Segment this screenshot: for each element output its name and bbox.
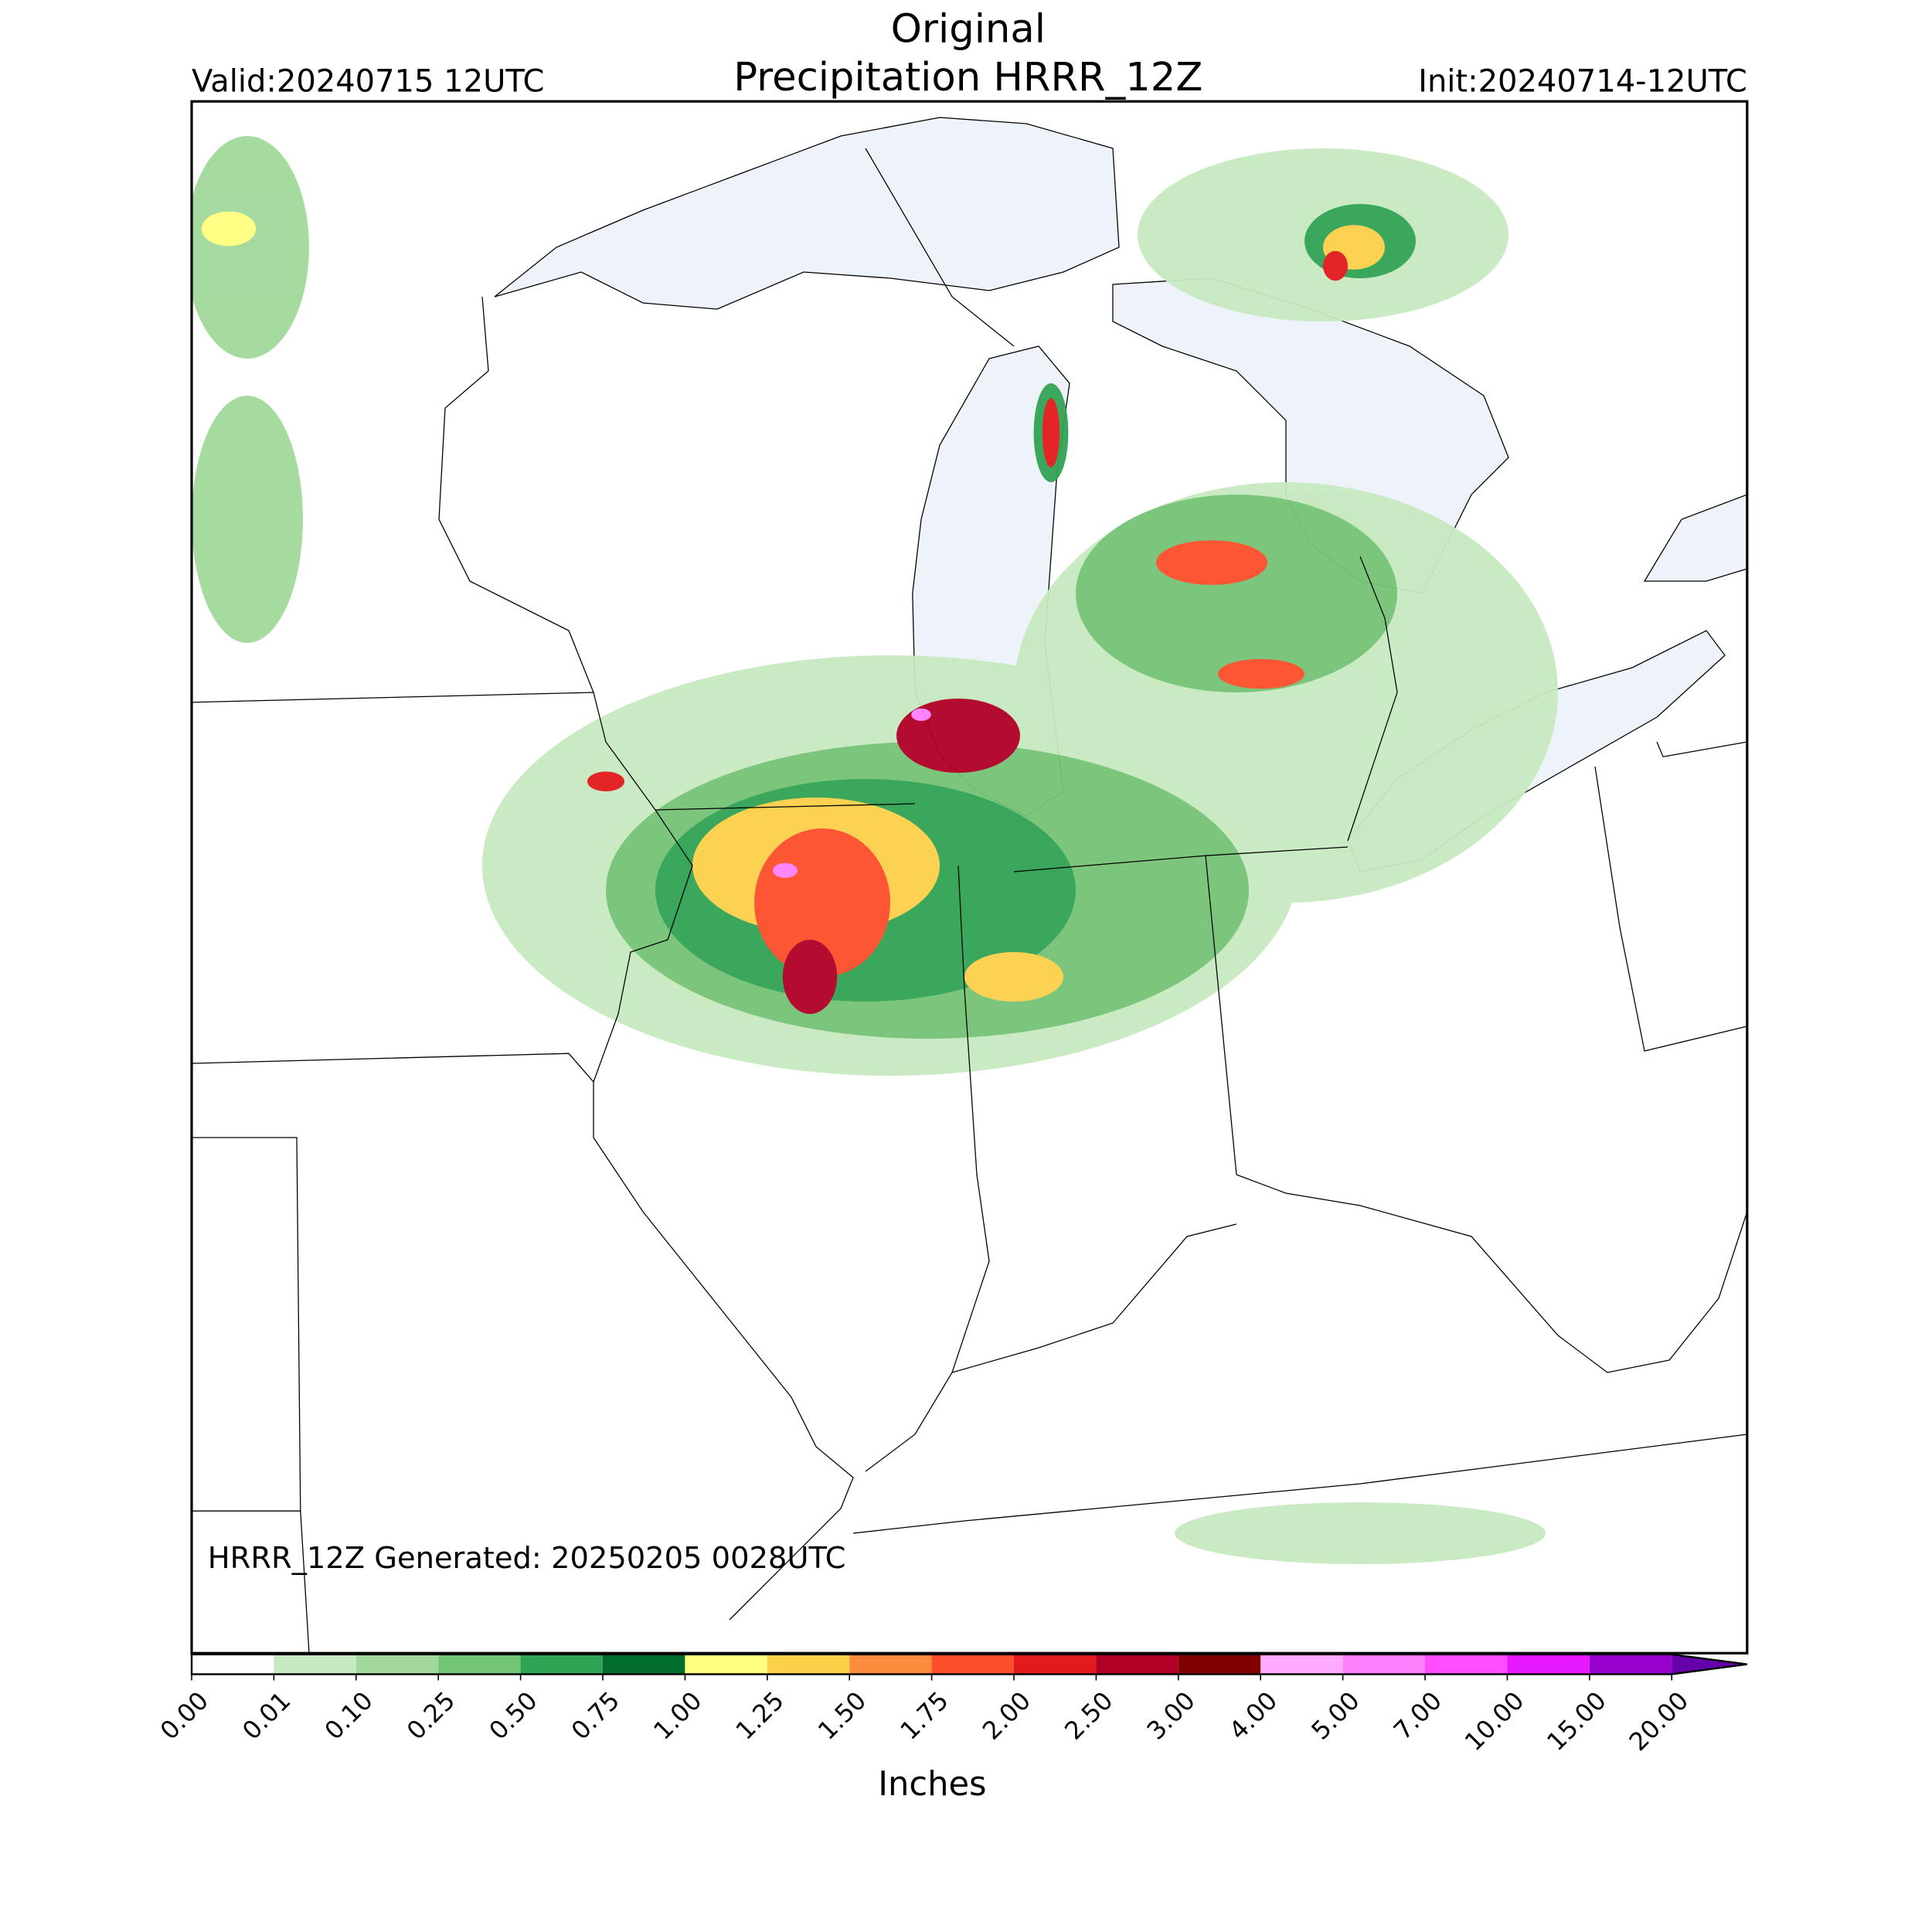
colorbar-segment <box>1260 1654 1343 1675</box>
colorbar-segment <box>192 1654 274 1675</box>
colorbar-outline <box>190 1653 1747 1675</box>
precip-area <box>587 771 624 791</box>
title: Precipitation HRRR_12Z <box>733 54 1202 100</box>
colorbar-segment <box>1425 1654 1508 1675</box>
borders <box>192 148 1747 1654</box>
colorbar-segment <box>849 1654 932 1675</box>
precip-area <box>773 862 798 878</box>
init-time: Init:20240714-12UTC <box>1418 63 1747 99</box>
precip-area <box>1042 398 1060 468</box>
colorbar-tick-label: 20.00 <box>1624 1685 1695 1757</box>
colorbar-tick-label: 3.00 <box>1141 1685 1201 1745</box>
precip-area <box>1218 658 1304 689</box>
colorbar-tick-label: 5.00 <box>1305 1685 1365 1745</box>
map: HRRR_12Z Generated: 20250205 0028UTC <box>192 117 1747 1654</box>
precip-area <box>911 708 931 721</box>
colorbar-tick-label: 15.00 <box>1541 1685 1612 1757</box>
generated-note: HRRR_12Z Generated: 20250205 0028UTC <box>208 1541 846 1576</box>
colorbar-segment <box>520 1654 603 1675</box>
colorbar-tick-label: 1.25 <box>730 1685 790 1745</box>
precip-area <box>964 952 1063 1002</box>
colorbar-tick-label: 10.00 <box>1459 1685 1530 1757</box>
colorbar-segment <box>1589 1654 1672 1675</box>
colorbar-segment <box>438 1654 521 1675</box>
precip-area <box>782 940 838 1014</box>
precip-area <box>192 396 303 643</box>
colorbar-segment <box>1014 1654 1097 1675</box>
colorbar-tick-label: 1.00 <box>648 1685 707 1745</box>
colorbar-tick-label: 1.75 <box>894 1685 954 1745</box>
colorbar-segment <box>1096 1654 1179 1675</box>
colorbar-tick-label: 7.00 <box>1388 1685 1447 1745</box>
valid-time: Valid:20240715 12UTC <box>192 63 544 99</box>
precip-area <box>201 211 257 247</box>
precip-area <box>192 136 309 359</box>
map-frame <box>190 100 1749 1655</box>
precip-area <box>1076 495 1397 692</box>
precip-field <box>192 136 1558 1564</box>
colorbar-tick-label: 0.50 <box>483 1685 543 1745</box>
colorbar-segment <box>767 1654 850 1675</box>
precip-area <box>1323 250 1348 281</box>
colorbar-extend <box>1672 1654 1747 1675</box>
colorbar-tick-label: 1.50 <box>812 1685 872 1745</box>
colorbar-segment <box>1178 1654 1261 1675</box>
colorbar-tick-label: 2.50 <box>1059 1685 1118 1745</box>
colorbar: 0.00 0.01 0.10 0.25 0.50 0.75 1.00 1.25 1.50 1.75… <box>155 1653 1747 1757</box>
colorbar-label: Inches <box>878 1765 986 1804</box>
precip-area <box>1156 540 1267 585</box>
colorbar-segment <box>931 1654 1014 1675</box>
colorbar-tick-label: 4.00 <box>1223 1685 1283 1745</box>
colorbar-tick-label: 0.25 <box>401 1685 461 1745</box>
lake-superior <box>494 117 1120 310</box>
lake-ontario <box>1643 494 1747 582</box>
colorbar-tick-label: 0.75 <box>566 1685 625 1745</box>
colorbar-segment <box>1342 1654 1425 1675</box>
colorbar-tick-label: 0.01 <box>236 1685 296 1745</box>
title: Original <box>891 5 1046 52</box>
colorbar-segment <box>603 1654 685 1675</box>
precip-area <box>896 699 1020 773</box>
colorbar-segment <box>685 1654 767 1675</box>
colorbar-segment <box>355 1654 439 1675</box>
colorbar-segment <box>1507 1654 1590 1675</box>
colorbar-segment <box>274 1654 356 1675</box>
colorbar-tick-label: 2.00 <box>977 1685 1036 1745</box>
precip-area <box>1175 1502 1546 1564</box>
colorbar-tick-label: 0.10 <box>319 1685 379 1745</box>
colorbar-tick-label: 0.00 <box>155 1685 214 1745</box>
